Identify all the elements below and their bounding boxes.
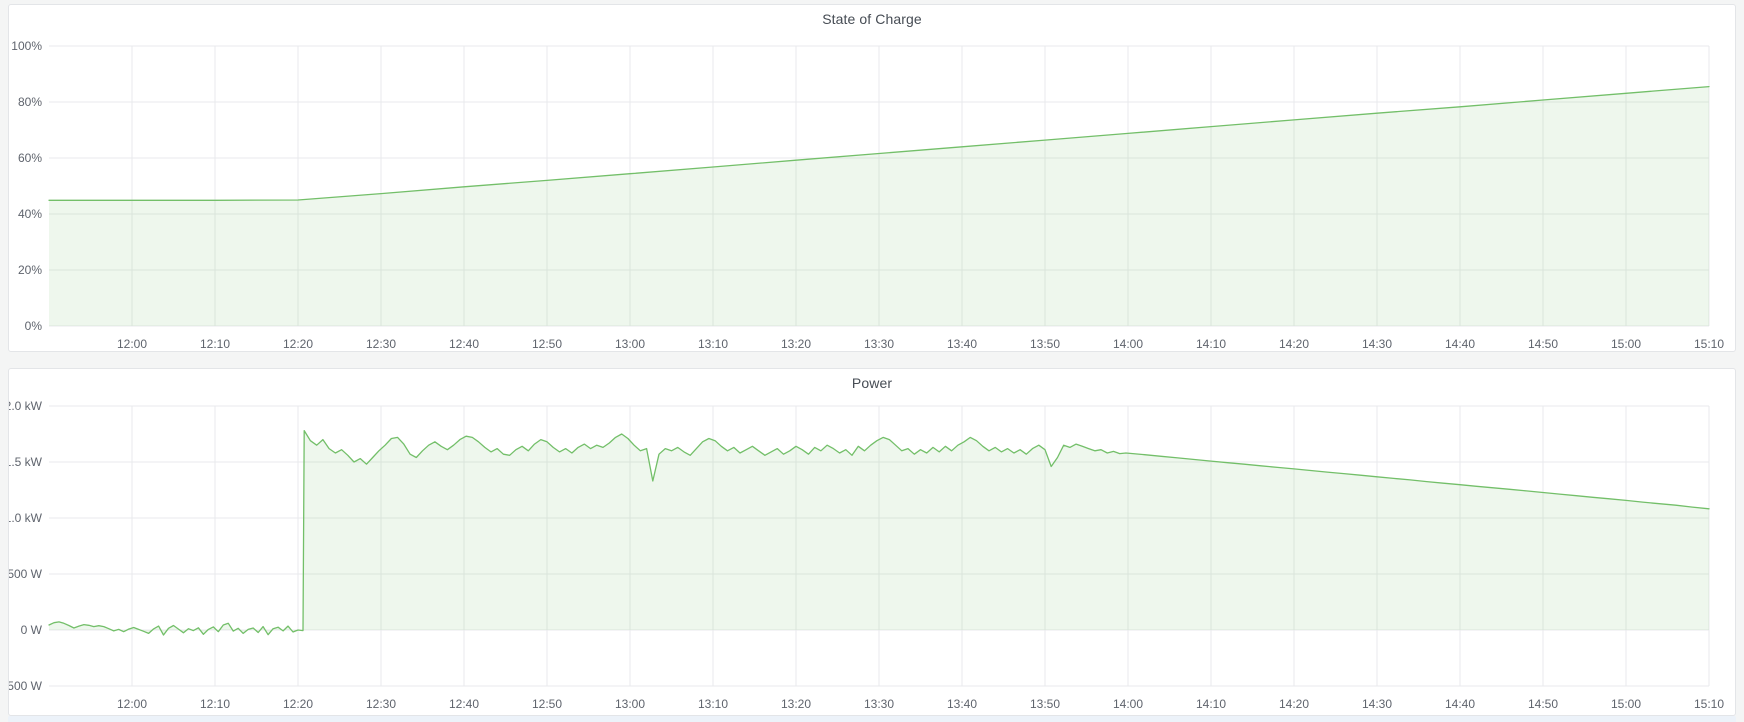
x-axis-tick-label: 14:10 [1196,337,1226,351]
x-axis-tick-label: 12:40 [449,697,479,711]
x-axis-tick-label: 12:00 [117,337,147,351]
x-axis-tick-label: 12:30 [366,337,396,351]
x-axis-tick-label: 12:20 [283,337,313,351]
y-axis-tick-label: 2.0 kW [9,399,43,413]
x-axis-tick-label: 14:20 [1279,337,1309,351]
y-axis-tick-label: 500 W [9,567,43,581]
x-axis-tick-label: 12:50 [532,697,562,711]
y-axis-tick-label: 0 W [21,623,43,637]
x-axis-tick-label: 13:40 [947,697,977,711]
x-axis-tick-label: 13:30 [864,697,894,711]
x-axis-tick-label: 12:20 [283,697,313,711]
panel-title-state-of-charge[interactable]: State of Charge [822,11,922,27]
x-axis-tick-label: 14:00 [1113,697,1143,711]
x-axis-tick-label: 13:30 [864,337,894,351]
y-axis-tick-label: 20% [18,263,42,277]
x-axis-tick-label: 14:10 [1196,697,1226,711]
panel-state-of-charge: State of Charge 0% 20% 40% 60% 80% 100% 12:00 1… [8,4,1736,352]
x-axis-tick-label: 15:00 [1611,337,1641,351]
x-axis-tick-label: 13:10 [698,697,728,711]
series-area-fill [49,86,1709,326]
y-axis-tick-label: 40% [18,207,42,221]
x-axis-tick-label: 12:10 [200,337,230,351]
x-axis-tick-label: 13:20 [781,337,811,351]
x-axis-tick-label: 15:10 [1694,337,1724,351]
x-axis-tick-label: 15:00 [1611,697,1641,711]
x-axis-tick-label: 13:00 [615,697,645,711]
soc-chart-canvas[interactable]: 0% 20% 40% 60% 80% 100% 12:00 12:10 12:20 12:30 12… [9,5,1735,351]
x-axis-tick-label: 14:50 [1528,337,1558,351]
panel-power: Power -500 W 0 W 500 W 1.0 kW 1.5 kW 2.0 kW 12… [8,368,1736,716]
series-line [48,85,1710,201]
x-axis-tick-label: 14:50 [1528,697,1558,711]
y-axis-tick-label: 1.5 kW [9,455,43,469]
x-axis-tick-label: 12:00 [117,697,147,711]
series-line [48,429,1710,636]
x-axis-tick-label: 14:20 [1279,697,1309,711]
x-axis-tick-label: 13:00 [615,337,645,351]
x-axis-tick-label: 12:40 [449,337,479,351]
x-axis-tick-label: 13:20 [781,697,811,711]
series-area-fill [49,430,1709,635]
y-axis-tick-label: -500 W [9,679,43,693]
x-axis-tick-label: 13:10 [698,337,728,351]
next-panel-edge [8,716,1736,722]
x-axis-tick-label: 14:30 [1362,337,1392,351]
x-axis-tick-label: 15:10 [1694,697,1724,711]
x-axis-tick-label: 14:30 [1362,697,1392,711]
panel-title-power[interactable]: Power [851,375,893,391]
x-axis-tick-label: 12:50 [532,337,562,351]
y-axis-tick-label: 60% [18,151,42,165]
x-axis-tick-label: 14:00 [1113,337,1143,351]
power-chart-canvas[interactable]: -500 W 0 W 500 W 1.0 kW 1.5 kW 2.0 kW 12:00 12:… [9,369,1735,715]
x-axis-tick-label: 13:40 [947,337,977,351]
x-axis-tick-label: 14:40 [1445,337,1475,351]
y-axis-tick-label: 80% [18,95,42,109]
y-axis-tick-label: 1.0 kW [9,511,43,525]
y-axis-tick-label: 100% [11,39,42,53]
x-axis-tick-label: 12:30 [366,697,396,711]
x-axis-tick-label: 14:40 [1445,697,1475,711]
x-axis-tick-label: 13:50 [1030,337,1060,351]
x-axis-tick-label: 13:50 [1030,697,1060,711]
y-axis-tick-label: 0% [25,319,43,333]
x-axis-tick-label: 12:10 [200,697,230,711]
